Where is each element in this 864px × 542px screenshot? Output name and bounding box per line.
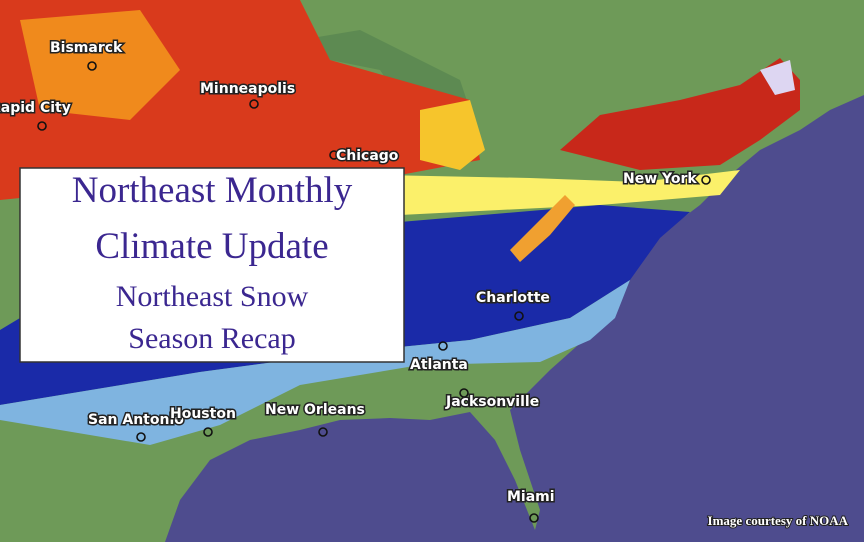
city-dot bbox=[701, 175, 711, 185]
subtitle-line: Season Recap bbox=[128, 322, 295, 355]
city-label: Rapid City bbox=[0, 100, 71, 116]
snow-yellow bbox=[380, 170, 740, 215]
subtitle-line: Northeast Snow bbox=[116, 280, 309, 313]
city-dot bbox=[37, 121, 47, 131]
snow-red-east bbox=[560, 58, 800, 170]
city-label: New York bbox=[623, 171, 697, 187]
title-line: Northeast Monthly bbox=[72, 170, 353, 211]
city-label: San Antonio bbox=[88, 412, 184, 428]
city-dot bbox=[438, 341, 448, 351]
city-dot bbox=[329, 150, 339, 160]
city-label: Charlotte bbox=[476, 290, 550, 306]
snow-orange bbox=[20, 10, 180, 120]
city-label: Atlanta bbox=[410, 357, 468, 373]
snow-yellow-west bbox=[420, 100, 485, 170]
city-dot bbox=[459, 388, 469, 398]
credit: Image courtesy of NOAA bbox=[708, 513, 849, 528]
city-label: New Orleans bbox=[265, 402, 365, 418]
city-label: Houston bbox=[170, 406, 236, 422]
city-dot bbox=[87, 61, 97, 71]
city-label: Bismarck bbox=[50, 40, 123, 56]
city-label: Minneapolis bbox=[200, 81, 295, 97]
city-dot bbox=[136, 432, 146, 442]
city-dot bbox=[514, 311, 524, 321]
snow-orange-streak bbox=[510, 195, 575, 262]
city-dot bbox=[318, 427, 328, 437]
snow-white bbox=[760, 60, 795, 95]
title-box bbox=[19, 167, 405, 363]
title-line: Climate Update bbox=[95, 226, 328, 267]
city-dot bbox=[203, 427, 213, 437]
city-dot bbox=[529, 513, 539, 523]
city-dot bbox=[249, 99, 259, 109]
city-label: Miami bbox=[507, 489, 555, 505]
city-label: Jacksonville bbox=[445, 394, 539, 410]
city-label: Chicago bbox=[336, 148, 399, 164]
